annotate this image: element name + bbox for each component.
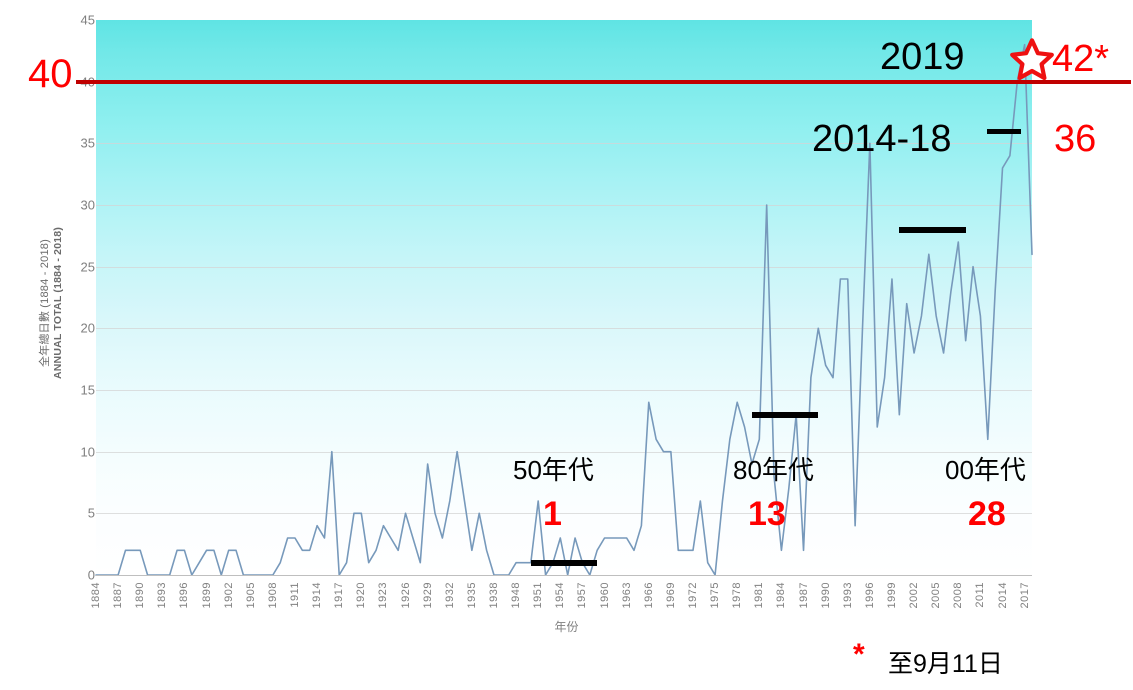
gridline-20 xyxy=(96,328,1032,330)
decade-value-1980s: 13 xyxy=(748,495,786,533)
gridline-10 xyxy=(96,451,1032,453)
decade-bar-1950s xyxy=(530,559,598,566)
decade-label-1950s: 50年代 xyxy=(513,455,594,485)
x-tick-1884: 1884 xyxy=(90,582,102,609)
x-tick-1966: 1966 xyxy=(642,582,655,609)
x-tick-1902: 1902 xyxy=(222,582,235,609)
gridline-35 xyxy=(96,143,1032,145)
star-icon xyxy=(1008,36,1056,89)
series-line xyxy=(95,43,1033,576)
gridline-30 xyxy=(96,205,1032,206)
gridline-15 xyxy=(96,390,1032,391)
decade-label-1980s: 80年代 xyxy=(733,455,814,485)
decade-label-2000s: 00年代 xyxy=(945,455,1026,485)
x-tick-1908: 1908 xyxy=(266,582,279,609)
x-tick-1896: 1896 xyxy=(178,582,191,609)
footnote-text: 至9月11日 xyxy=(888,650,1003,678)
x-tick-1938: 1938 xyxy=(487,582,500,609)
x-tick-1926: 1926 xyxy=(399,582,412,609)
x-tick-1929: 1929 xyxy=(421,582,434,609)
gridline-25 xyxy=(96,266,1032,268)
x-tick-1905: 1905 xyxy=(244,582,257,609)
x-tick-1996: 1996 xyxy=(863,582,876,609)
x-tick-1981: 1981 xyxy=(753,582,766,609)
x-tick-1957: 1957 xyxy=(576,582,589,609)
decade-bar-1980s xyxy=(751,411,819,418)
x-tick-1978: 1978 xyxy=(731,582,744,609)
x-axis-title: 年份 xyxy=(554,620,579,634)
x-tick-1999: 1999 xyxy=(885,582,898,609)
x-tick-1972: 1972 xyxy=(686,582,699,609)
x-tick-2014: 2014 xyxy=(996,582,1009,609)
y-tick-45: 45 xyxy=(80,12,95,28)
x-tick-1887: 1887 xyxy=(112,582,125,609)
decade-bar-2000s xyxy=(899,226,966,233)
y-tick-0: 0 xyxy=(87,567,95,583)
x-tick-2008: 2008 xyxy=(952,582,965,609)
decade-value-1950s: 1 xyxy=(543,495,562,533)
x-axis-baseline xyxy=(96,575,1032,576)
y-tick-35: 35 xyxy=(80,135,95,151)
x-tick-2017: 2017 xyxy=(1018,582,1031,609)
x-tick-1993: 1993 xyxy=(841,582,854,609)
x-tick-1899: 1899 xyxy=(200,582,213,609)
x-tick-1911: 1911 xyxy=(288,582,301,608)
x-tick-1987: 1987 xyxy=(797,582,810,609)
label-2019: 2019 xyxy=(880,36,965,78)
gridline-5 xyxy=(96,513,1032,515)
x-tick-1954: 1954 xyxy=(554,582,567,609)
label-2014-18: 2014-18 xyxy=(812,118,952,160)
x-tick-1948: 1948 xyxy=(510,582,523,609)
x-tick-1893: 1893 xyxy=(156,582,169,609)
x-tick-1975: 1975 xyxy=(709,582,722,609)
x-tick-2005: 2005 xyxy=(930,582,943,609)
y-axis-title-cn: 全年總日數 (1884 - 2018) xyxy=(39,239,51,367)
value-2019: 42* xyxy=(1052,38,1110,80)
x-tick-1932: 1932 xyxy=(443,582,456,609)
x-tick-2011: 2011 xyxy=(974,582,987,608)
x-tick-1917: 1917 xyxy=(333,582,346,609)
x-tick-1914: 1914 xyxy=(311,582,324,609)
y-tick-25: 25 xyxy=(80,259,95,275)
x-tick-1984: 1984 xyxy=(775,582,788,609)
y-tick-30: 30 xyxy=(80,197,95,213)
x-tick-1969: 1969 xyxy=(664,582,677,609)
x-tick-1890: 1890 xyxy=(134,582,147,609)
reference-line-40-label: 40 xyxy=(28,51,73,96)
x-tick-1935: 1935 xyxy=(465,582,478,609)
plot-area xyxy=(95,20,1033,576)
dash-2014-18 xyxy=(987,129,1021,134)
x-tick-1951: 1951 xyxy=(532,582,545,609)
x-tick-2002: 2002 xyxy=(908,582,921,609)
y-tick-10: 10 xyxy=(80,444,95,460)
x-tick-1920: 1920 xyxy=(355,582,368,609)
footnote-star: * xyxy=(853,638,865,671)
x-tick-1990: 1990 xyxy=(819,582,832,609)
y-tick-5: 5 xyxy=(87,505,95,521)
value-2014-18: 36 xyxy=(1054,118,1097,160)
x-tick-1923: 1923 xyxy=(377,582,390,609)
y-tick-15: 15 xyxy=(80,382,95,398)
reference-line-40 xyxy=(76,79,1131,84)
x-tick-1960: 1960 xyxy=(598,582,611,609)
y-tick-20: 20 xyxy=(80,320,95,336)
x-tick-1963: 1963 xyxy=(620,582,633,609)
decade-value-2000s: 28 xyxy=(968,495,1006,533)
